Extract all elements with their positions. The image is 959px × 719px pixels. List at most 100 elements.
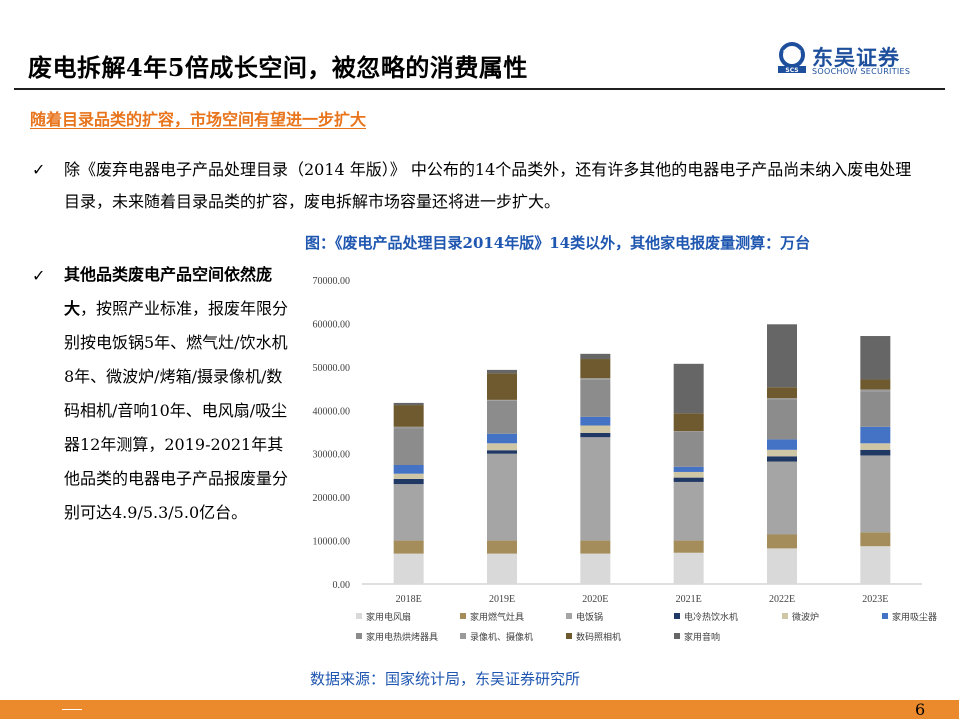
bar-segment — [487, 540, 517, 554]
bar-segment — [673, 363, 704, 414]
bar-segment — [860, 532, 891, 547]
bar-segment — [580, 432, 611, 438]
bar-segment — [767, 534, 797, 549]
bar-segment — [393, 484, 424, 541]
legend-swatch — [674, 633, 680, 639]
bar-segment — [487, 443, 517, 451]
legend-swatch — [566, 633, 572, 639]
bar-segment — [860, 449, 891, 456]
logo-mark-icon: SCS — [778, 42, 806, 74]
bar-segment — [580, 425, 611, 433]
x-tick-label: 2018E — [396, 594, 422, 605]
bar-segment — [860, 379, 891, 390]
legend-swatch — [674, 613, 680, 619]
bar-segment — [860, 389, 891, 392]
page-number: 6 — [915, 700, 926, 719]
bar-segment — [767, 387, 797, 399]
chart-caption: 图：《废电产品处理目录2014年版》14类以外，其他家电报废量测算：万台 — [305, 234, 811, 252]
bar-segment — [580, 378, 611, 380]
legend-label: 录像机、摄像机 — [470, 631, 533, 643]
bar-segment — [393, 402, 424, 406]
bar-segment — [673, 413, 704, 432]
bar-segment — [393, 553, 424, 584]
legend-label: 家用燃气灶具 — [470, 611, 524, 623]
bar-segment — [767, 449, 797, 457]
bar-segment — [673, 540, 704, 553]
checkmark-icon: ✓ — [32, 266, 46, 285]
bar-segment — [767, 456, 797, 462]
x-tick-label: 2023E — [862, 594, 888, 605]
stacked-bar-chart: 0.00 10000.00 20000.00 30000.00 40000.00 5000… — [313, 276, 938, 643]
y-tick-label: 0.00 — [333, 580, 351, 591]
legend-swatch — [356, 613, 362, 619]
logo-english-name: SOOCHOW SECURITIES — [812, 67, 911, 76]
logo-chinese-name: 东吴证券 — [812, 46, 900, 70]
bar-segment — [393, 426, 424, 429]
y-tick-label: 40000.00 — [313, 406, 351, 417]
bullet-2-body: ，按照产业标准，报废年限分别按电饭锅5年、燃气灶/饮水机8年、微波炉/烤箱/摄录… — [64, 299, 289, 522]
legend-label: 数码照相机 — [576, 631, 621, 643]
legend-label: 家用电风扇 — [366, 611, 411, 623]
footer-accent-line — [62, 709, 82, 710]
x-tick-label: 2022E — [769, 594, 795, 605]
x-tick-label: 2019E — [489, 594, 515, 605]
bar-segment — [487, 373, 517, 400]
bar-segment — [393, 465, 424, 474]
y-tick-label: 60000.00 — [313, 319, 351, 330]
bar-segment — [673, 432, 704, 467]
bar-segment — [767, 548, 797, 584]
footer-bar — [0, 700, 959, 719]
legend-swatch — [566, 613, 572, 619]
bar-segment — [580, 379, 611, 417]
bar-segment — [393, 478, 424, 485]
bar-segment — [393, 473, 424, 479]
section-subheading: 随着目录品类的扩容，市场空间有望进一步扩大 — [30, 110, 367, 129]
bar-segment — [580, 353, 611, 360]
svg-text:SCS: SCS — [785, 67, 798, 74]
y-tick-label: 30000.00 — [313, 450, 351, 461]
company-logo: SCS 东吴证券 SOOCHOW SECURITIES — [776, 40, 926, 80]
bar-segment — [487, 399, 517, 401]
checkmark-icon: ✓ — [32, 160, 46, 179]
page-title: 废电拆解4年5倍成长空间，被忽略的消费属性 — [28, 53, 528, 82]
bar-segment — [580, 416, 611, 426]
bar-segment — [580, 359, 611, 379]
bar-segment — [487, 400, 517, 434]
legend-swatch — [460, 613, 466, 619]
legend-label: 电冷热饮水机 — [684, 611, 738, 623]
bar-segment — [860, 443, 891, 450]
bar-segment — [860, 336, 891, 380]
legend-swatch — [882, 613, 888, 619]
bar-segment — [860, 426, 891, 444]
bar-segment — [580, 553, 611, 584]
y-tick-label: 20000.00 — [313, 493, 351, 504]
legend-label: 电饭锅 — [576, 611, 603, 623]
bar-segment — [860, 546, 891, 584]
legend-label: 微波炉 — [792, 611, 819, 623]
bar-segment — [487, 453, 517, 541]
bar-segment — [673, 466, 704, 472]
x-tick-label: 2021E — [676, 594, 702, 605]
bar-segment — [767, 461, 797, 535]
bar-segment — [487, 369, 517, 374]
bar-segment — [767, 399, 797, 440]
legend-label: 家用吸尘器 — [892, 611, 937, 623]
legend-swatch — [782, 613, 788, 619]
data-source-note: 数据来源：国家统计局，东吴证券研究所 — [310, 670, 581, 688]
bar-segment — [487, 553, 517, 584]
bar-segment — [673, 431, 704, 432]
bar-segment — [393, 405, 424, 427]
x-tick-label: 2020E — [582, 594, 608, 605]
bar-segment — [580, 437, 611, 541]
bar-segment — [580, 540, 611, 554]
y-tick-label: 70000.00 — [313, 276, 351, 287]
legend-label: 家用音响 — [684, 631, 720, 643]
bar-segment — [860, 391, 891, 427]
bar-segment — [673, 552, 704, 584]
legend-label: 家用电热烘烤器具 — [366, 631, 438, 643]
bar-segment — [673, 477, 704, 482]
bar-segment — [487, 450, 517, 454]
bar-segment — [393, 540, 424, 554]
title-divider — [14, 88, 945, 90]
bullet-paragraph-1: 除《废弃电器电子产品处理目录（2014 年版）》 中公布的14个品类外，还有许多… — [64, 160, 912, 211]
